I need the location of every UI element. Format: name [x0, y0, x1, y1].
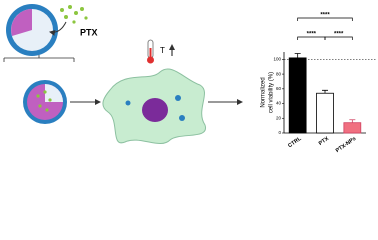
graphical-abstract: PTX T 0 20 40 60 80 100 Normalized cell viabili… — [3, 4, 376, 154]
drug-particles — [60, 5, 88, 24]
significance-bracket — [324, 36, 353, 40]
y-tick-label: 40 — [276, 101, 282, 106]
error-bar — [322, 89, 328, 94]
bar-chart: 0 20 40 60 80 100 Normalized cell viability (%)… — [261, 13, 376, 154]
significance-label: **** — [307, 32, 317, 38]
internalized-particles — [125, 95, 185, 121]
bar — [316, 92, 334, 134]
drug-label: PTX — [80, 27, 98, 37]
y-tick-label: 20 — [276, 115, 282, 120]
bar — [343, 122, 362, 134]
temperature-label: T — [160, 46, 165, 55]
x-tick-label: PTX-NPs — [335, 136, 357, 154]
y-tick-label: 80 — [276, 71, 282, 76]
y-tick-label: 100 — [273, 57, 281, 62]
nanoparticle-loaded — [23, 80, 67, 124]
significance-label: **** — [334, 32, 344, 38]
significance-bracket — [297, 17, 353, 21]
nucleus — [142, 98, 168, 122]
thermometer — [147, 39, 154, 64]
bar — [288, 57, 307, 134]
y-axis-label: Normalized — [261, 77, 267, 107]
bracket — [3, 55, 75, 62]
nanoparticle-empty — [6, 4, 58, 56]
loading-arrow — [49, 21, 67, 36]
x-tick-label: CTRL — [287, 136, 303, 150]
error-bar — [349, 119, 356, 123]
x-tick-label: PTX — [318, 136, 330, 147]
error-bar — [294, 53, 301, 58]
significance-label: **** — [320, 13, 330, 19]
y-tick-label: 60 — [276, 86, 282, 91]
y-axis-label: cell viability (%) — [269, 72, 275, 113]
y-tick-label: 0 — [278, 130, 281, 135]
